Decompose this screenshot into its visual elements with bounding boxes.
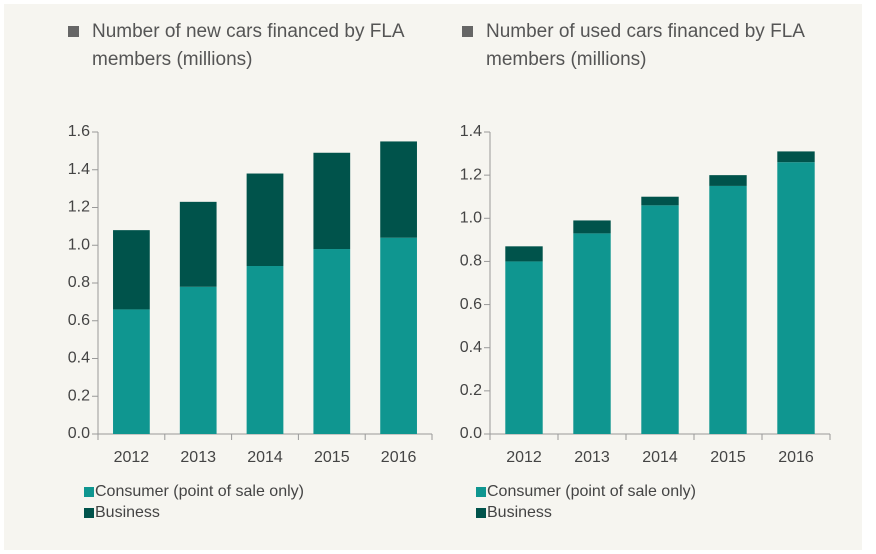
y-tick-label: 0.8 — [68, 274, 90, 291]
x-tick-label: 2015 — [314, 449, 350, 466]
bar — [113, 309, 150, 434]
legend-swatch — [476, 508, 486, 518]
bar — [641, 205, 679, 434]
bar — [573, 220, 611, 234]
y-tick-label: 1.6 — [68, 123, 90, 140]
x-tick-label: 2016 — [381, 449, 417, 466]
bar — [709, 185, 747, 434]
y-tick-label: 1.4 — [68, 161, 90, 178]
legend-label: Consumer (point of sale only) — [95, 483, 304, 500]
bar — [777, 151, 815, 163]
y-tick-label: 1.4 — [460, 123, 482, 140]
legend-label: Business — [95, 504, 160, 521]
legend-label: Consumer (point of sale only) — [487, 483, 696, 500]
chart-title: Number of new cars financed by FLA membe… — [68, 18, 432, 74]
y-tick-label: 0.4 — [460, 339, 482, 356]
bar — [777, 162, 815, 434]
x-tick-label: 2014 — [247, 449, 283, 466]
x-tick-label: 2016 — [778, 449, 814, 466]
y-tick-label: 0.2 — [460, 382, 482, 399]
y-tick-label: 0.0 — [460, 425, 482, 442]
y-tick-label: 1.2 — [68, 199, 90, 216]
bar — [380, 237, 417, 434]
x-tick-label: 2015 — [710, 449, 746, 466]
legend-label: Business — [487, 504, 552, 521]
y-tick-label: 0.6 — [460, 296, 482, 313]
y-tick-label: 1.2 — [460, 166, 482, 183]
legend-swatch — [84, 487, 94, 497]
y-tick-label: 0.0 — [68, 425, 90, 442]
bar — [246, 266, 284, 434]
x-tick-label: 2012 — [114, 449, 150, 466]
bar — [505, 246, 543, 262]
x-tick-label: 2014 — [642, 449, 678, 466]
bar — [246, 173, 284, 267]
y-tick-label: 0.6 — [68, 312, 90, 329]
bar — [313, 249, 351, 434]
legend-swatch — [476, 487, 486, 497]
legend-swatch — [84, 508, 94, 518]
bar — [505, 261, 543, 434]
bar — [641, 196, 679, 206]
x-tick-label: 2013 — [574, 449, 610, 466]
bar — [709, 175, 747, 186]
x-tick-label: 2013 — [180, 449, 216, 466]
bar — [573, 233, 611, 434]
y-tick-label: 0.8 — [460, 253, 482, 270]
y-tick-label: 1.0 — [68, 236, 90, 253]
y-tick-label: 0.4 — [68, 350, 90, 367]
chart-title: Number of used cars financed by FLA memb… — [462, 18, 826, 74]
bar — [380, 141, 417, 238]
x-tick-label: 2012 — [506, 449, 542, 466]
y-tick-label: 0.2 — [68, 387, 90, 404]
bar — [313, 152, 351, 250]
bar — [113, 230, 150, 310]
bar — [179, 201, 217, 287]
y-tick-label: 1.0 — [460, 210, 482, 227]
bar — [179, 286, 217, 434]
